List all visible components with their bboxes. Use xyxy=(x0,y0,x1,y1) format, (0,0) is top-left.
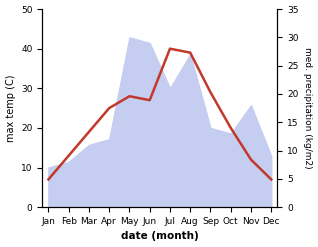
X-axis label: date (month): date (month) xyxy=(121,231,199,242)
Y-axis label: max temp (C): max temp (C) xyxy=(5,74,16,142)
Y-axis label: med. precipitation (kg/m2): med. precipitation (kg/m2) xyxy=(303,47,313,169)
